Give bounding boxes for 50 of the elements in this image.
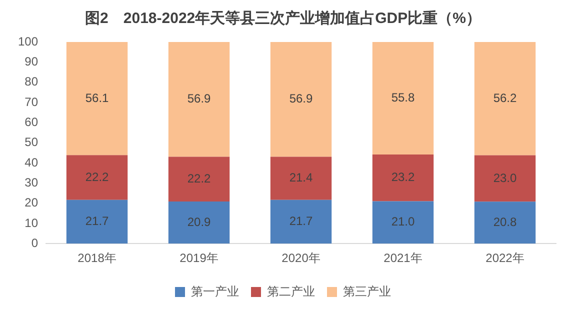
data-label: 21.4 bbox=[289, 170, 314, 185]
bar bbox=[168, 156, 230, 202]
y-tick-label: 90 bbox=[24, 54, 38, 68]
bar bbox=[66, 200, 128, 244]
bar bbox=[270, 156, 332, 200]
legend-label: 第三产业 bbox=[343, 284, 391, 298]
data-label: 23.2 bbox=[391, 170, 416, 184]
data-label: 56.1 bbox=[85, 90, 110, 105]
bar bbox=[474, 42, 536, 156]
data-label: 20.9 bbox=[187, 214, 212, 229]
y-tick-label: 100 bbox=[18, 34, 38, 48]
data-label: 22.2 bbox=[187, 171, 212, 186]
x-tick-label: 2022年 bbox=[486, 251, 524, 266]
y-tick-label: 80 bbox=[24, 74, 38, 89]
data-label: 56.9 bbox=[187, 92, 212, 106]
x-tick-label: 2018年 bbox=[78, 251, 116, 266]
data-label: 21.0 bbox=[391, 214, 416, 229]
chart-title: 图2 2018-2022年天等县三次产业增加值占GDP比重（%） bbox=[85, 10, 481, 28]
bar bbox=[66, 155, 128, 200]
bar bbox=[168, 201, 230, 244]
data-label: 23.0 bbox=[493, 170, 518, 185]
bar bbox=[270, 42, 332, 157]
y-tick-label: 40 bbox=[24, 155, 38, 170]
data-label: 56.2 bbox=[493, 90, 518, 105]
y-tick-label: 60 bbox=[24, 114, 38, 129]
y-tick-label: 50 bbox=[24, 135, 38, 150]
bar bbox=[372, 201, 434, 244]
bar bbox=[66, 42, 128, 156]
y-tick-label: 0 bbox=[31, 236, 38, 250]
data-label: 22.2 bbox=[85, 170, 110, 184]
x-tick-label: 2020年 bbox=[282, 251, 320, 266]
bar bbox=[474, 155, 536, 202]
y-tick-label: 70 bbox=[24, 94, 38, 109]
y-tick-label: 20 bbox=[24, 196, 38, 210]
data-label: 56.9 bbox=[289, 92, 314, 106]
legend-label: 第一产业 bbox=[191, 284, 239, 298]
x-tick-label: 2021年 bbox=[384, 251, 422, 266]
bar bbox=[474, 202, 536, 244]
data-label: 55.8 bbox=[391, 90, 416, 105]
data-label: 21.7 bbox=[85, 214, 110, 228]
bar bbox=[372, 154, 434, 202]
bar bbox=[270, 200, 332, 244]
x-tick-label: 2019年 bbox=[180, 251, 218, 266]
legend-label: 第二产业 bbox=[267, 284, 315, 298]
y-tick-label: 10 bbox=[24, 216, 38, 230]
y-tick-label: 30 bbox=[24, 175, 38, 190]
bar bbox=[168, 42, 230, 157]
bar bbox=[372, 42, 434, 154]
data-label: 21.7 bbox=[289, 214, 314, 228]
data-label: 20.8 bbox=[493, 214, 518, 229]
